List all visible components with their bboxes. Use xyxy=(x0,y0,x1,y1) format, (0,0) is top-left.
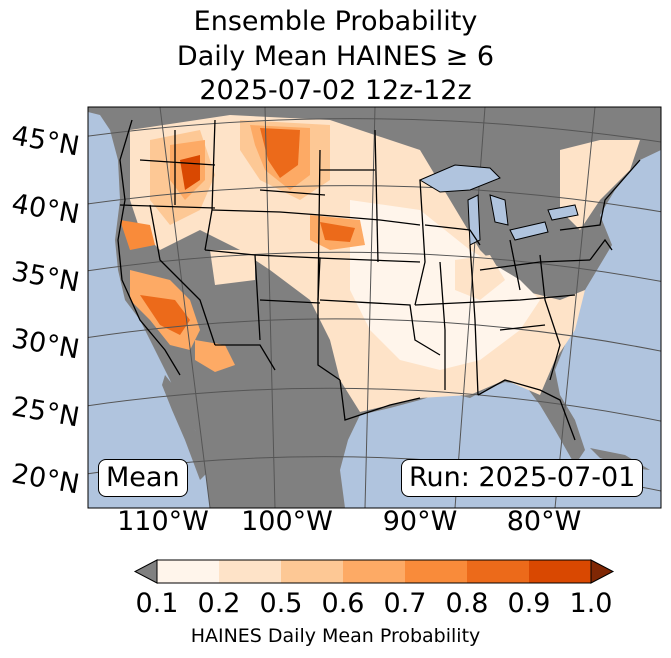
title-line-1: Ensemble Probability xyxy=(193,6,478,37)
lon-label-90: 90°W xyxy=(382,506,458,537)
colorbar-under-arrow xyxy=(133,559,158,584)
colorbar-tick: 0.9 xyxy=(507,588,551,619)
run-label-box: Run: 2025-07-01 xyxy=(401,459,644,497)
lon-label-80: 80°W xyxy=(506,506,582,537)
prob-field xyxy=(120,115,640,412)
colorbar-bin xyxy=(467,560,529,583)
lon-label-100: 100°W xyxy=(241,506,333,537)
title-line-3: 2025-07-02 12z-12z xyxy=(199,75,472,106)
colorbar xyxy=(133,559,615,584)
colorbar-over-arrow xyxy=(590,559,615,584)
colorbar-frame xyxy=(156,559,592,584)
colorbar-tick: 0.2 xyxy=(197,588,241,619)
map-frame xyxy=(87,106,662,509)
colorbar-bin xyxy=(281,560,343,583)
title-line-2: Daily Mean HAINES ≥ 6 xyxy=(176,41,495,72)
colorbar-tick: 0.8 xyxy=(445,588,489,619)
baja xyxy=(162,375,210,480)
colorbar-label: HAINES Daily Mean Probability xyxy=(190,625,481,647)
colorbar-tick: 0.1 xyxy=(135,588,179,619)
colorbar-tick: 0.7 xyxy=(383,588,427,619)
colorbar-bin xyxy=(157,560,219,583)
colorbar-bin xyxy=(343,560,405,583)
colorbar-bin xyxy=(529,560,591,583)
great-lakes xyxy=(418,164,579,246)
colorbar-bin xyxy=(405,560,467,583)
colorbar-tick: 0.5 xyxy=(259,588,303,619)
colorbar-tick: 1.0 xyxy=(569,588,613,619)
stat-label-box: Mean xyxy=(98,459,188,497)
state-borders xyxy=(117,119,641,441)
lon-label-110: 110°W xyxy=(117,506,209,537)
colorbar-bin xyxy=(219,560,281,583)
colorbar-tick: 0.6 xyxy=(321,588,365,619)
